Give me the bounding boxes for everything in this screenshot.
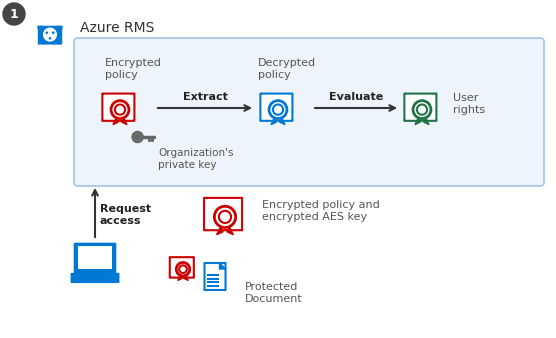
FancyBboxPatch shape: [78, 246, 112, 269]
Text: Encrypted policy and
encrypted AES key: Encrypted policy and encrypted AES key: [262, 200, 380, 222]
Polygon shape: [113, 118, 118, 125]
Text: 1: 1: [9, 7, 18, 21]
Polygon shape: [415, 118, 420, 125]
Text: Protected
Document: Protected Document: [245, 282, 303, 304]
Circle shape: [273, 104, 283, 115]
FancyBboxPatch shape: [38, 26, 62, 45]
Circle shape: [49, 37, 51, 40]
FancyBboxPatch shape: [102, 94, 135, 121]
FancyBboxPatch shape: [72, 274, 118, 282]
Text: Decrypted
policy: Decrypted policy: [258, 58, 316, 80]
Text: User
rights: User rights: [453, 93, 485, 115]
Circle shape: [269, 101, 287, 119]
Text: Azure RMS: Azure RMS: [80, 21, 155, 35]
Text: Encrypted
policy: Encrypted policy: [105, 58, 162, 80]
Circle shape: [219, 211, 231, 223]
FancyBboxPatch shape: [75, 244, 115, 273]
Text: Organization's
private key: Organization's private key: [158, 148, 234, 170]
Circle shape: [46, 31, 48, 34]
Circle shape: [43, 28, 57, 42]
Circle shape: [135, 135, 140, 140]
FancyBboxPatch shape: [404, 94, 436, 121]
Circle shape: [133, 132, 142, 142]
Circle shape: [176, 263, 190, 276]
Text: Evaluate: Evaluate: [329, 92, 383, 102]
FancyBboxPatch shape: [260, 94, 292, 121]
FancyBboxPatch shape: [74, 38, 544, 186]
Circle shape: [179, 265, 187, 273]
Polygon shape: [280, 118, 285, 125]
Circle shape: [215, 206, 236, 227]
Circle shape: [417, 104, 427, 115]
Circle shape: [111, 101, 129, 119]
Polygon shape: [424, 118, 429, 125]
Polygon shape: [184, 276, 188, 281]
Circle shape: [3, 3, 25, 25]
Circle shape: [413, 101, 431, 119]
Polygon shape: [227, 227, 234, 235]
Text: Extract: Extract: [182, 92, 227, 102]
FancyBboxPatch shape: [204, 198, 242, 230]
Text: Request
access: Request access: [100, 204, 151, 226]
Polygon shape: [178, 276, 182, 281]
Polygon shape: [220, 263, 226, 269]
Polygon shape: [271, 118, 276, 125]
Circle shape: [115, 104, 125, 115]
Circle shape: [52, 31, 54, 34]
FancyBboxPatch shape: [170, 257, 194, 277]
FancyBboxPatch shape: [205, 263, 226, 290]
Polygon shape: [217, 227, 223, 235]
Polygon shape: [122, 118, 127, 125]
